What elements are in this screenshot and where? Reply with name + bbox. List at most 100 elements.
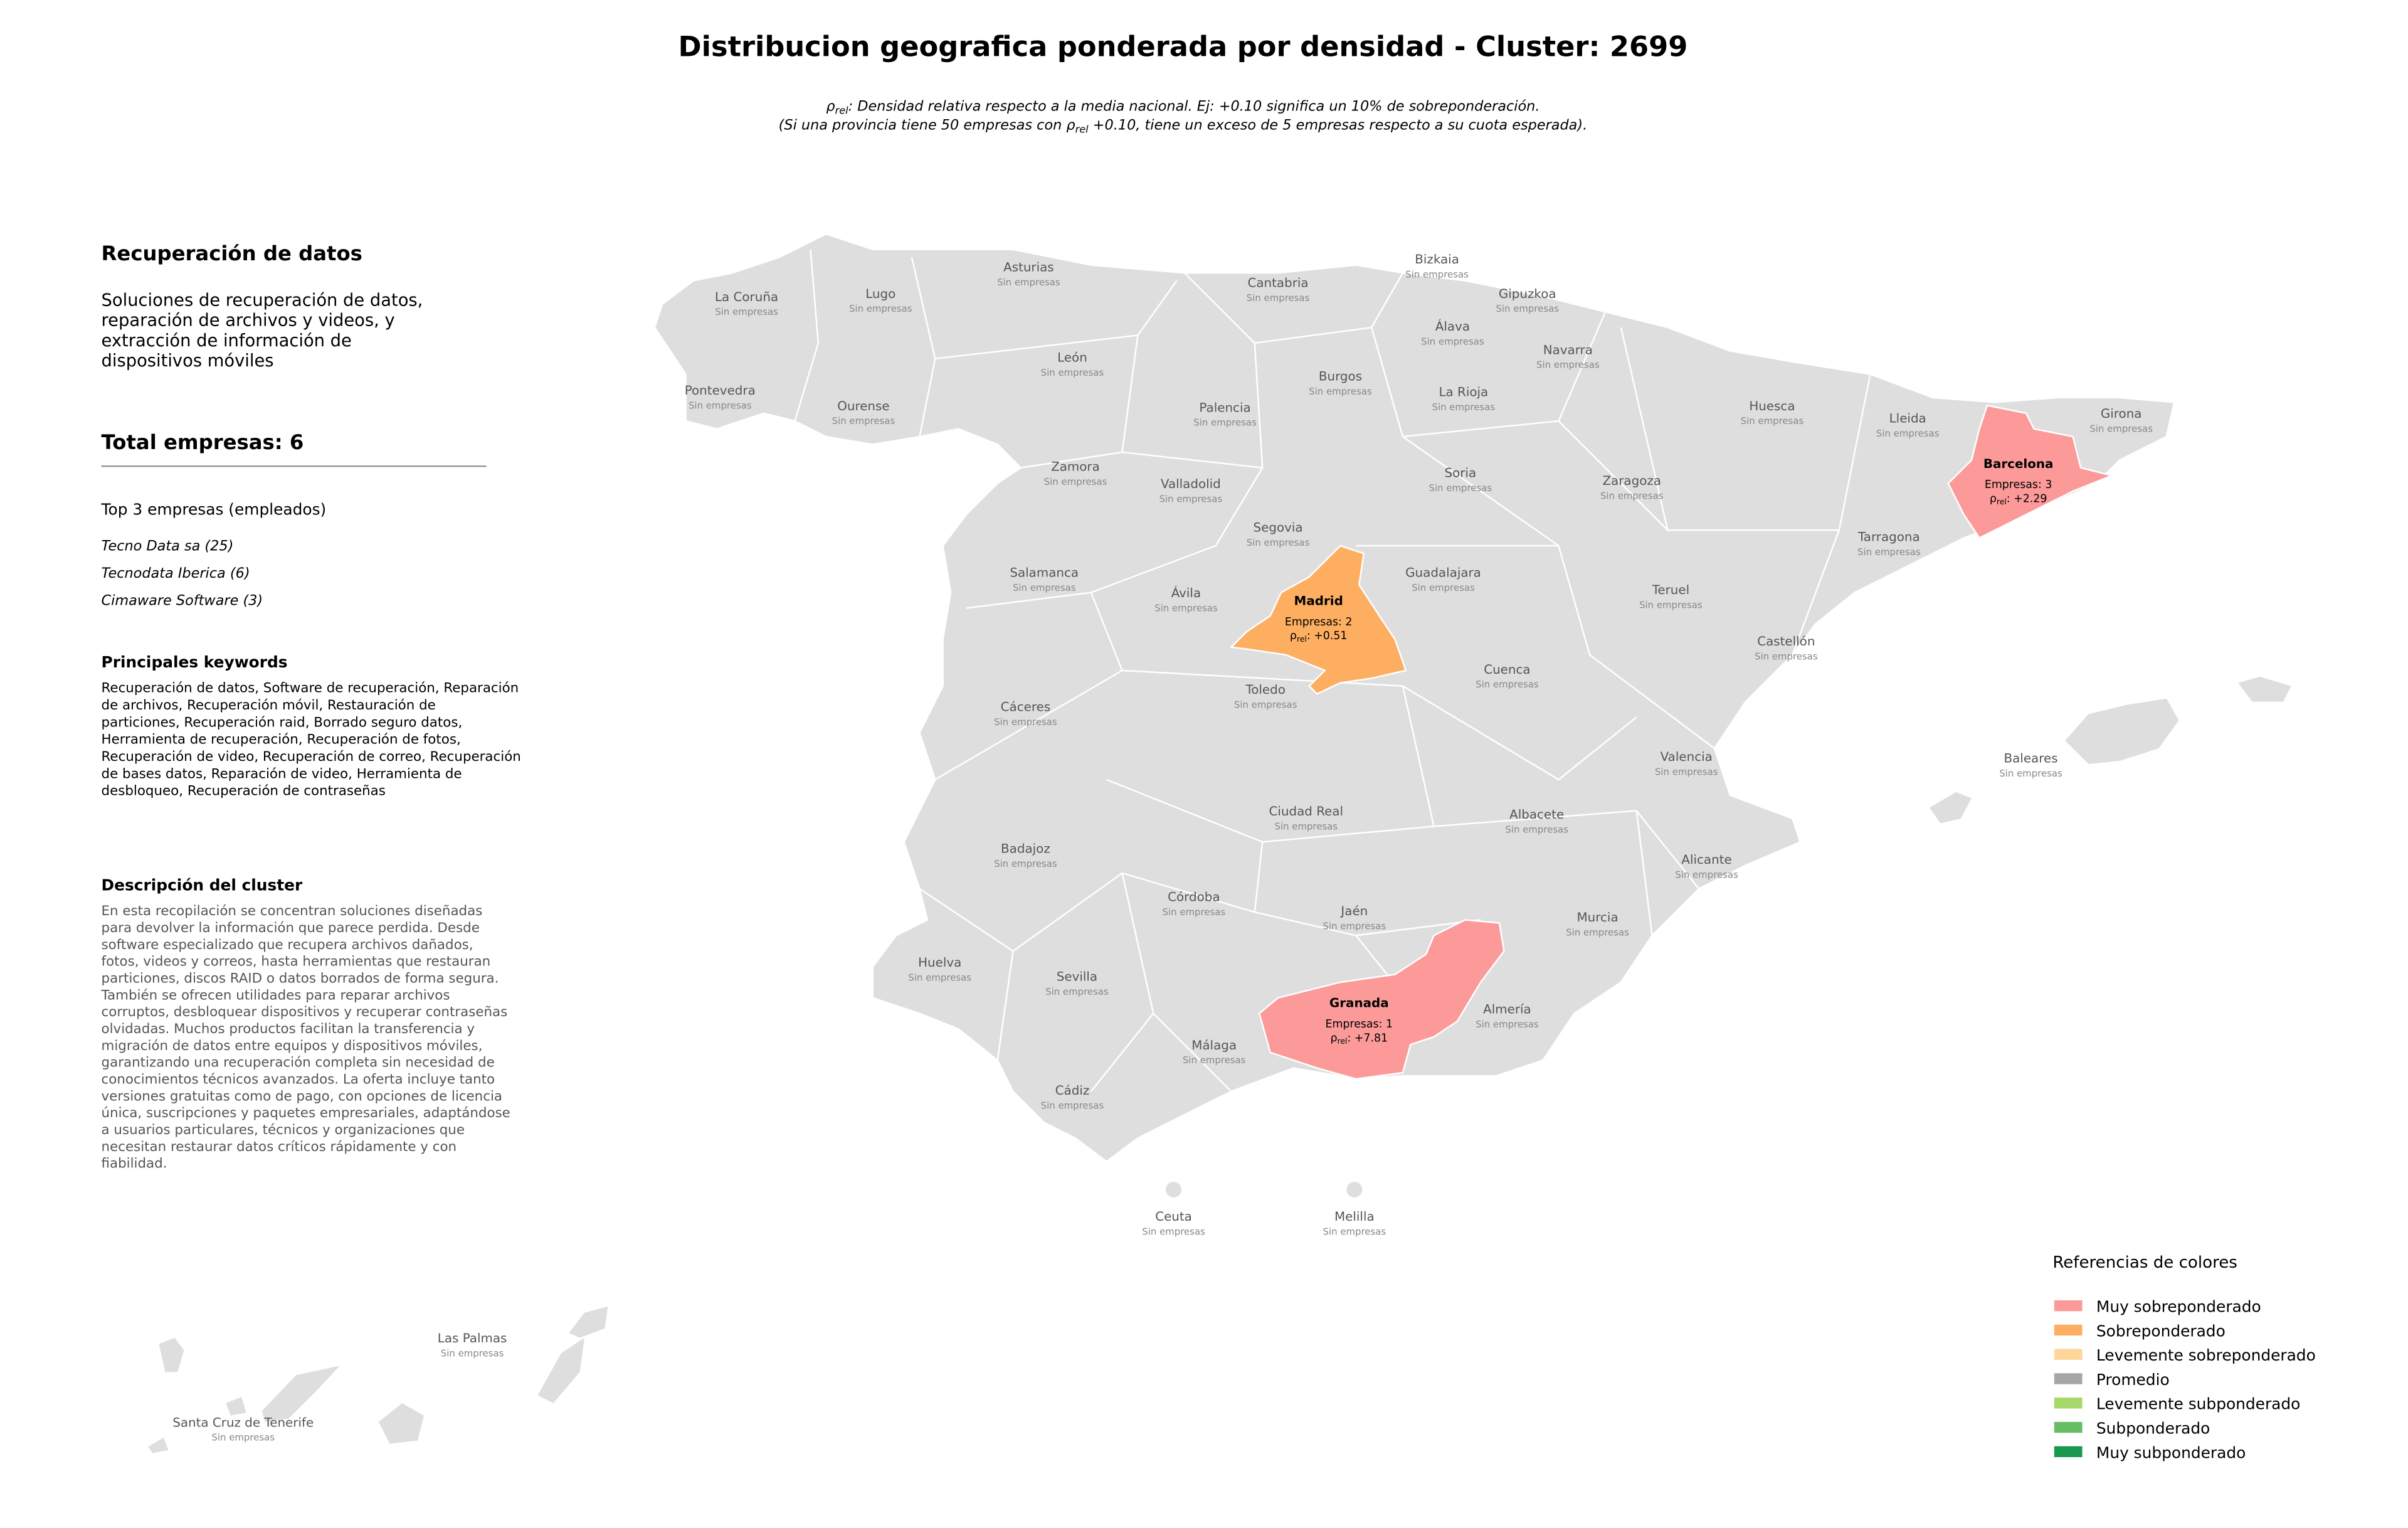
province-status: Sin empresas [1876, 428, 1940, 439]
province-status: Sin empresas [832, 415, 895, 427]
legend-label: Sobreponderado [2096, 1322, 2226, 1340]
province-name: Madrid [1294, 593, 1343, 608]
province-status: Sin empresas [908, 972, 971, 983]
top-company: Tecnodata Iberica (6) [102, 565, 250, 581]
province-name: Salamanca [1010, 566, 1079, 580]
province-name: Zamora [1051, 460, 1100, 474]
province-status: Sin empresas [1323, 920, 1386, 931]
province-status: Sin empresas [1405, 269, 1469, 280]
province-name: Almería [1483, 1002, 1531, 1017]
province-name: Córdoba [1168, 890, 1220, 905]
province-status: Sin empresas [1476, 679, 1539, 690]
province-status: Sin empresas [1041, 367, 1104, 378]
summary-line: reparación de archivos y videos, y [102, 311, 395, 331]
province-name: Cáceres [1001, 699, 1051, 714]
province-status: Sin empresas [994, 858, 1057, 869]
description-line: fiabilidad. [102, 1156, 167, 1172]
description-line: necesitan restaurar datos críticos rápid… [102, 1139, 457, 1155]
title: Distribucion geografica ponderada por de… [679, 30, 1688, 63]
note-text: +0.10, tiene un exceso de 5 empresas res… [1089, 117, 1588, 133]
legend-swatch [2054, 1373, 2083, 1384]
province-name: Santa Cruz de Tenerife [172, 1415, 314, 1430]
total: Total empresas: 6 [102, 430, 304, 454]
province-status: Sin empresas [1496, 303, 1559, 314]
province-name: Bizkaia [1415, 252, 1459, 267]
province-name: Badajoz [1001, 842, 1050, 856]
province-highlight [1229, 544, 1407, 695]
legend-title: Referencias de colores [2052, 1253, 2237, 1272]
province-status: Sin empresas [1247, 537, 1310, 548]
legend-label: Promedio [2096, 1371, 2170, 1389]
keywords-line: Recuperación de video, Recuperación de c… [102, 749, 521, 765]
province-name: Barcelona [1983, 457, 2054, 471]
province-name: Burgos [1319, 369, 1362, 384]
province-name: Segovia [1254, 521, 1303, 535]
description-line: única, suscripciones y paquetes empresar… [102, 1105, 510, 1121]
province-name: Cádiz [1055, 1083, 1090, 1098]
legend-swatch [2054, 1324, 2083, 1336]
province-status: Sin empresas [1193, 417, 1257, 428]
top-heading: Top 3 empresas (empleados) [101, 500, 327, 518]
rho-value: : +2.29 [2007, 492, 2047, 505]
province-status: Sin empresas [1247, 292, 1310, 304]
description-line: versiones gratuitas como de pago, con op… [102, 1088, 502, 1104]
description-line: corruptos, desbloquear dispositivos y re… [102, 1004, 508, 1020]
province-name: Girona [2101, 406, 2142, 421]
note-text: (Si una provincia tiene 50 empresas con [779, 117, 1067, 133]
province-status: Sin empresas [1045, 986, 1109, 997]
province-companies: Empresas: 2 [1285, 616, 1353, 629]
rho-subscript: rel [1338, 1036, 1348, 1046]
province-status: Sin empresas [1655, 766, 1718, 777]
province-status: Sin empresas [1234, 699, 1297, 711]
province-name: Asturias [1003, 260, 1054, 275]
province-name: Huelva [918, 955, 961, 970]
top-company: Cimaware Software (3) [102, 592, 263, 608]
note-line: ρrel: Densidad relativa respecto a la me… [826, 98, 1539, 117]
province-status: Sin empresas [1432, 401, 1496, 413]
rho-symbol: ρ [1290, 630, 1297, 642]
province-companies: Empresas: 1 [1326, 1018, 1393, 1031]
keywords-line: desbloqueo, Recuperación de contraseñas [102, 783, 386, 799]
province-name: Las Palmas [438, 1331, 507, 1345]
province-name: Pontevedra [685, 383, 756, 398]
rho-value: : +0.51 [1307, 630, 1348, 642]
province-status: Sin empresas [715, 306, 778, 317]
province-name: Ceuta [1155, 1209, 1192, 1224]
province-status: Sin empresas [1600, 490, 1664, 501]
province-name: León [1057, 351, 1087, 365]
description-line: olvidadas. Muchos productos facilitan la… [102, 1021, 475, 1037]
keywords-line: Recuperación de datos, Software de recup… [102, 681, 519, 696]
description-heading: Descripción del cluster [102, 876, 303, 894]
summary-line: Soluciones de recuperación de datos, [102, 290, 423, 310]
description-line: para devolver la información que parece … [102, 920, 480, 936]
province-status: Sin empresas [994, 716, 1057, 728]
description-line: particiones, discos RAID o datos borrado… [102, 970, 499, 986]
province-name: Cuenca [1484, 662, 1530, 677]
province-name: Alicante [1681, 852, 1731, 867]
province-name: Navarra [1543, 342, 1593, 357]
province-name: Ávila [1171, 586, 1201, 600]
province-name: La Coruña [715, 290, 778, 304]
keywords-line: particiones, Recuperación raid, Borrado … [102, 714, 463, 730]
top-company: Tecno Data sa (25) [102, 538, 234, 554]
note-line: (Si una provincia tiene 50 empresas con … [779, 117, 1588, 135]
province-name: Guadalajara [1405, 566, 1481, 580]
legend-swatch [2054, 1421, 2083, 1433]
province-highlight [1947, 404, 2115, 539]
province-name: Gipuzkoa [1499, 287, 1556, 301]
province-status: Sin empresas [1429, 482, 1492, 494]
province-status: Sin empresas [1476, 1019, 1539, 1030]
description-line: software especializado que recupera arch… [102, 937, 473, 953]
province-borders [794, 249, 1871, 1092]
note-subscript: rel [835, 105, 849, 117]
legend-label: Muy subponderado [2096, 1443, 2246, 1462]
description-line: conocimientos técnicos avanzados. La ofe… [102, 1072, 495, 1088]
province-name: Toledo [1245, 682, 1285, 697]
rho-subscript: rel [1997, 497, 2007, 506]
islands [148, 676, 2291, 1453]
province-status: Sin empresas [1857, 546, 1921, 558]
province-status: Sin empresas [997, 277, 1060, 288]
province-status: Sin empresas [1741, 415, 1804, 427]
province-companies: Empresas: 3 [1985, 479, 2052, 491]
province-status: Sin empresas [1154, 602, 1218, 613]
